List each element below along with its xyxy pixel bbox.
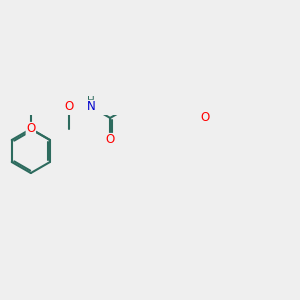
Text: O: O [200, 111, 209, 124]
Text: N: N [87, 100, 95, 113]
Text: O: O [64, 100, 74, 113]
Text: H: H [87, 96, 95, 106]
Text: O: O [26, 122, 35, 136]
Text: O: O [106, 134, 115, 146]
